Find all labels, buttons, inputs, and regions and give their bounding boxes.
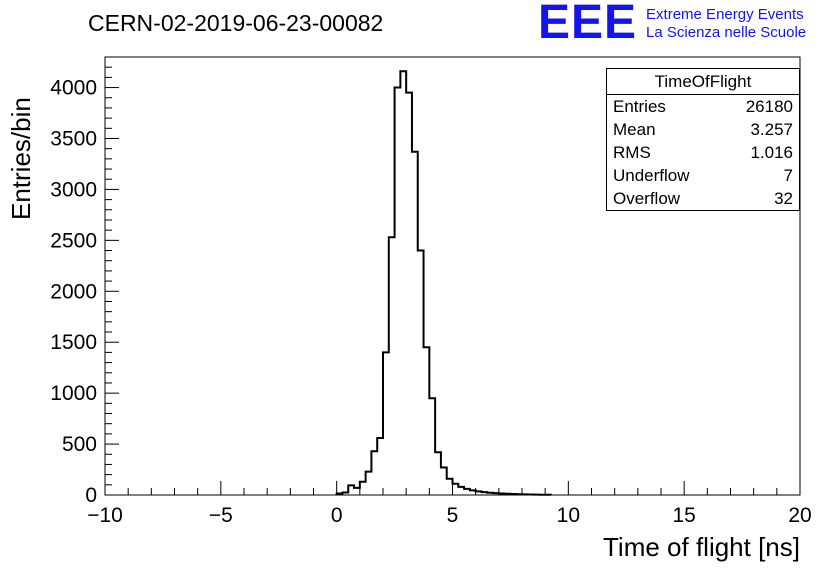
stats-box-title: TimeOfFlight bbox=[607, 69, 799, 95]
x-tick-label: −10 bbox=[87, 504, 123, 527]
stats-value: 7 bbox=[783, 166, 793, 185]
y-tick-label: 4000 bbox=[50, 77, 97, 100]
stats-value: 26180 bbox=[745, 97, 793, 116]
x-axis-title: Time of flight [ns] bbox=[603, 532, 800, 562]
y-tick-label: 0 bbox=[85, 484, 97, 507]
y-tick-label: 1500 bbox=[50, 331, 97, 354]
eee-logo-text: EEE bbox=[538, 0, 638, 49]
stats-row-mean: Mean 3.257 bbox=[607, 118, 799, 141]
y-axis-title: Entries/bin bbox=[6, 97, 36, 220]
stats-value: 1.016 bbox=[750, 143, 793, 162]
stats-label: Entries bbox=[613, 97, 666, 116]
x-tick-label: 15 bbox=[672, 504, 695, 527]
y-tick-label: 3500 bbox=[50, 127, 97, 150]
y-tick-label: 2500 bbox=[50, 229, 97, 252]
stats-value: 3.257 bbox=[750, 120, 793, 139]
stats-label: Overflow bbox=[613, 189, 681, 208]
chart-title: CERN-02-2019-06-23-00082 bbox=[88, 10, 384, 36]
y-tick-label: 2000 bbox=[50, 280, 97, 303]
y-tick-label: 1000 bbox=[50, 382, 97, 405]
eee-logo-subtitle: Extreme Energy Events La Scienza nelle S… bbox=[646, 2, 806, 42]
stats-row-rms: RMS 1.016 bbox=[607, 141, 799, 164]
y-tick-label: 500 bbox=[62, 433, 97, 456]
stats-label: Underflow bbox=[613, 166, 690, 185]
x-tick-label: −5 bbox=[209, 504, 233, 527]
stats-row-entries: Entries 26180 bbox=[607, 95, 799, 118]
x-tick-label: 5 bbox=[447, 504, 459, 527]
stats-row-overflow: Overflow 32 bbox=[607, 187, 799, 210]
eee-logo: EEE Extreme Energy Events La Scienza nel… bbox=[538, 0, 806, 49]
stats-row-underflow: Underflow 7 bbox=[607, 164, 799, 187]
stats-label: RMS bbox=[613, 143, 651, 162]
x-tick-label: 10 bbox=[557, 504, 580, 527]
stats-box: TimeOfFlight Entries 26180 Mean 3.257 RM… bbox=[606, 68, 800, 211]
y-tick-label: 3000 bbox=[50, 178, 97, 201]
eee-logo-subtitle-line2: La Scienza nelle Scuole bbox=[646, 24, 807, 41]
histogram-line bbox=[335, 70, 552, 496]
x-tick-label: 0 bbox=[331, 504, 343, 527]
x-tick-label: 20 bbox=[788, 504, 811, 527]
stats-label: Mean bbox=[613, 120, 656, 139]
stats-value: 32 bbox=[774, 189, 793, 208]
eee-logo-subtitle-line1: Extreme Energy Events bbox=[646, 6, 804, 23]
